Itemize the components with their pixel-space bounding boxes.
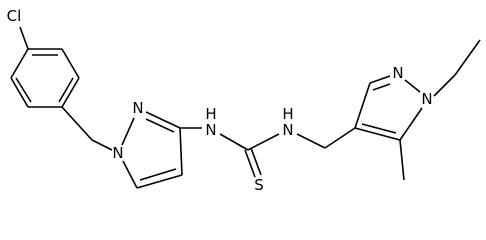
molecule: Cl N N N H S N H N N [7, 7, 481, 194]
bond [361, 123, 397, 134]
bond [145, 118, 175, 133]
bond [58, 77, 74, 103]
bond [19, 26, 29, 50]
bond [91, 139, 113, 151]
bond [61, 77, 80, 108]
bond [219, 133, 249, 151]
atom-label: N [421, 90, 432, 108]
bond [354, 82, 371, 129]
bond [179, 127, 183, 176]
bond [296, 133, 326, 149]
bonds [10, 26, 481, 189]
bond [433, 74, 456, 97]
bond [324, 127, 356, 149]
bond [145, 111, 181, 129]
atom-hydrogen: H [282, 105, 293, 123]
bond [399, 107, 423, 141]
bond [61, 106, 93, 141]
bond [15, 77, 32, 103]
bond [247, 133, 280, 151]
atom-label: N [132, 99, 143, 117]
bond [136, 174, 183, 189]
bond [10, 77, 29, 108]
bond [139, 168, 177, 181]
bond [10, 48, 29, 79]
bond [454, 39, 481, 76]
bond [372, 83, 391, 91]
bond [121, 117, 135, 146]
atom-label: S [254, 176, 264, 194]
bond [399, 139, 405, 181]
bond [122, 160, 138, 189]
bond [369, 75, 391, 84]
atom-label: Cl [7, 7, 22, 25]
bond [244, 149, 256, 178]
bond [404, 79, 421, 93]
atom-label: N [282, 121, 293, 139]
atom-labels: Cl N N N H S N H N N [7, 7, 433, 194]
atom-label: N [392, 64, 403, 82]
bond [250, 147, 262, 176]
atom-label: N [205, 121, 216, 139]
bond [354, 127, 401, 141]
atom-hydrogen: H [205, 105, 216, 123]
atom-label: N [112, 144, 123, 162]
bond [61, 48, 80, 79]
